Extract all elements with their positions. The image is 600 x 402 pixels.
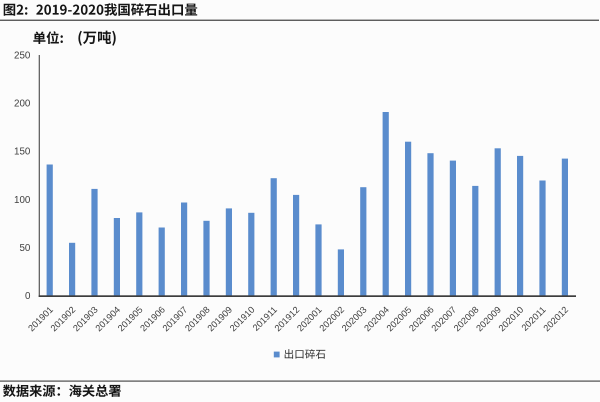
svg-text:150: 150	[14, 147, 31, 158]
svg-text:0: 0	[25, 291, 31, 302]
svg-text:250: 250	[14, 51, 31, 62]
svg-text:50: 50	[19, 243, 30, 254]
svg-text:100: 100	[14, 195, 31, 206]
svg-text:200: 200	[14, 99, 31, 110]
